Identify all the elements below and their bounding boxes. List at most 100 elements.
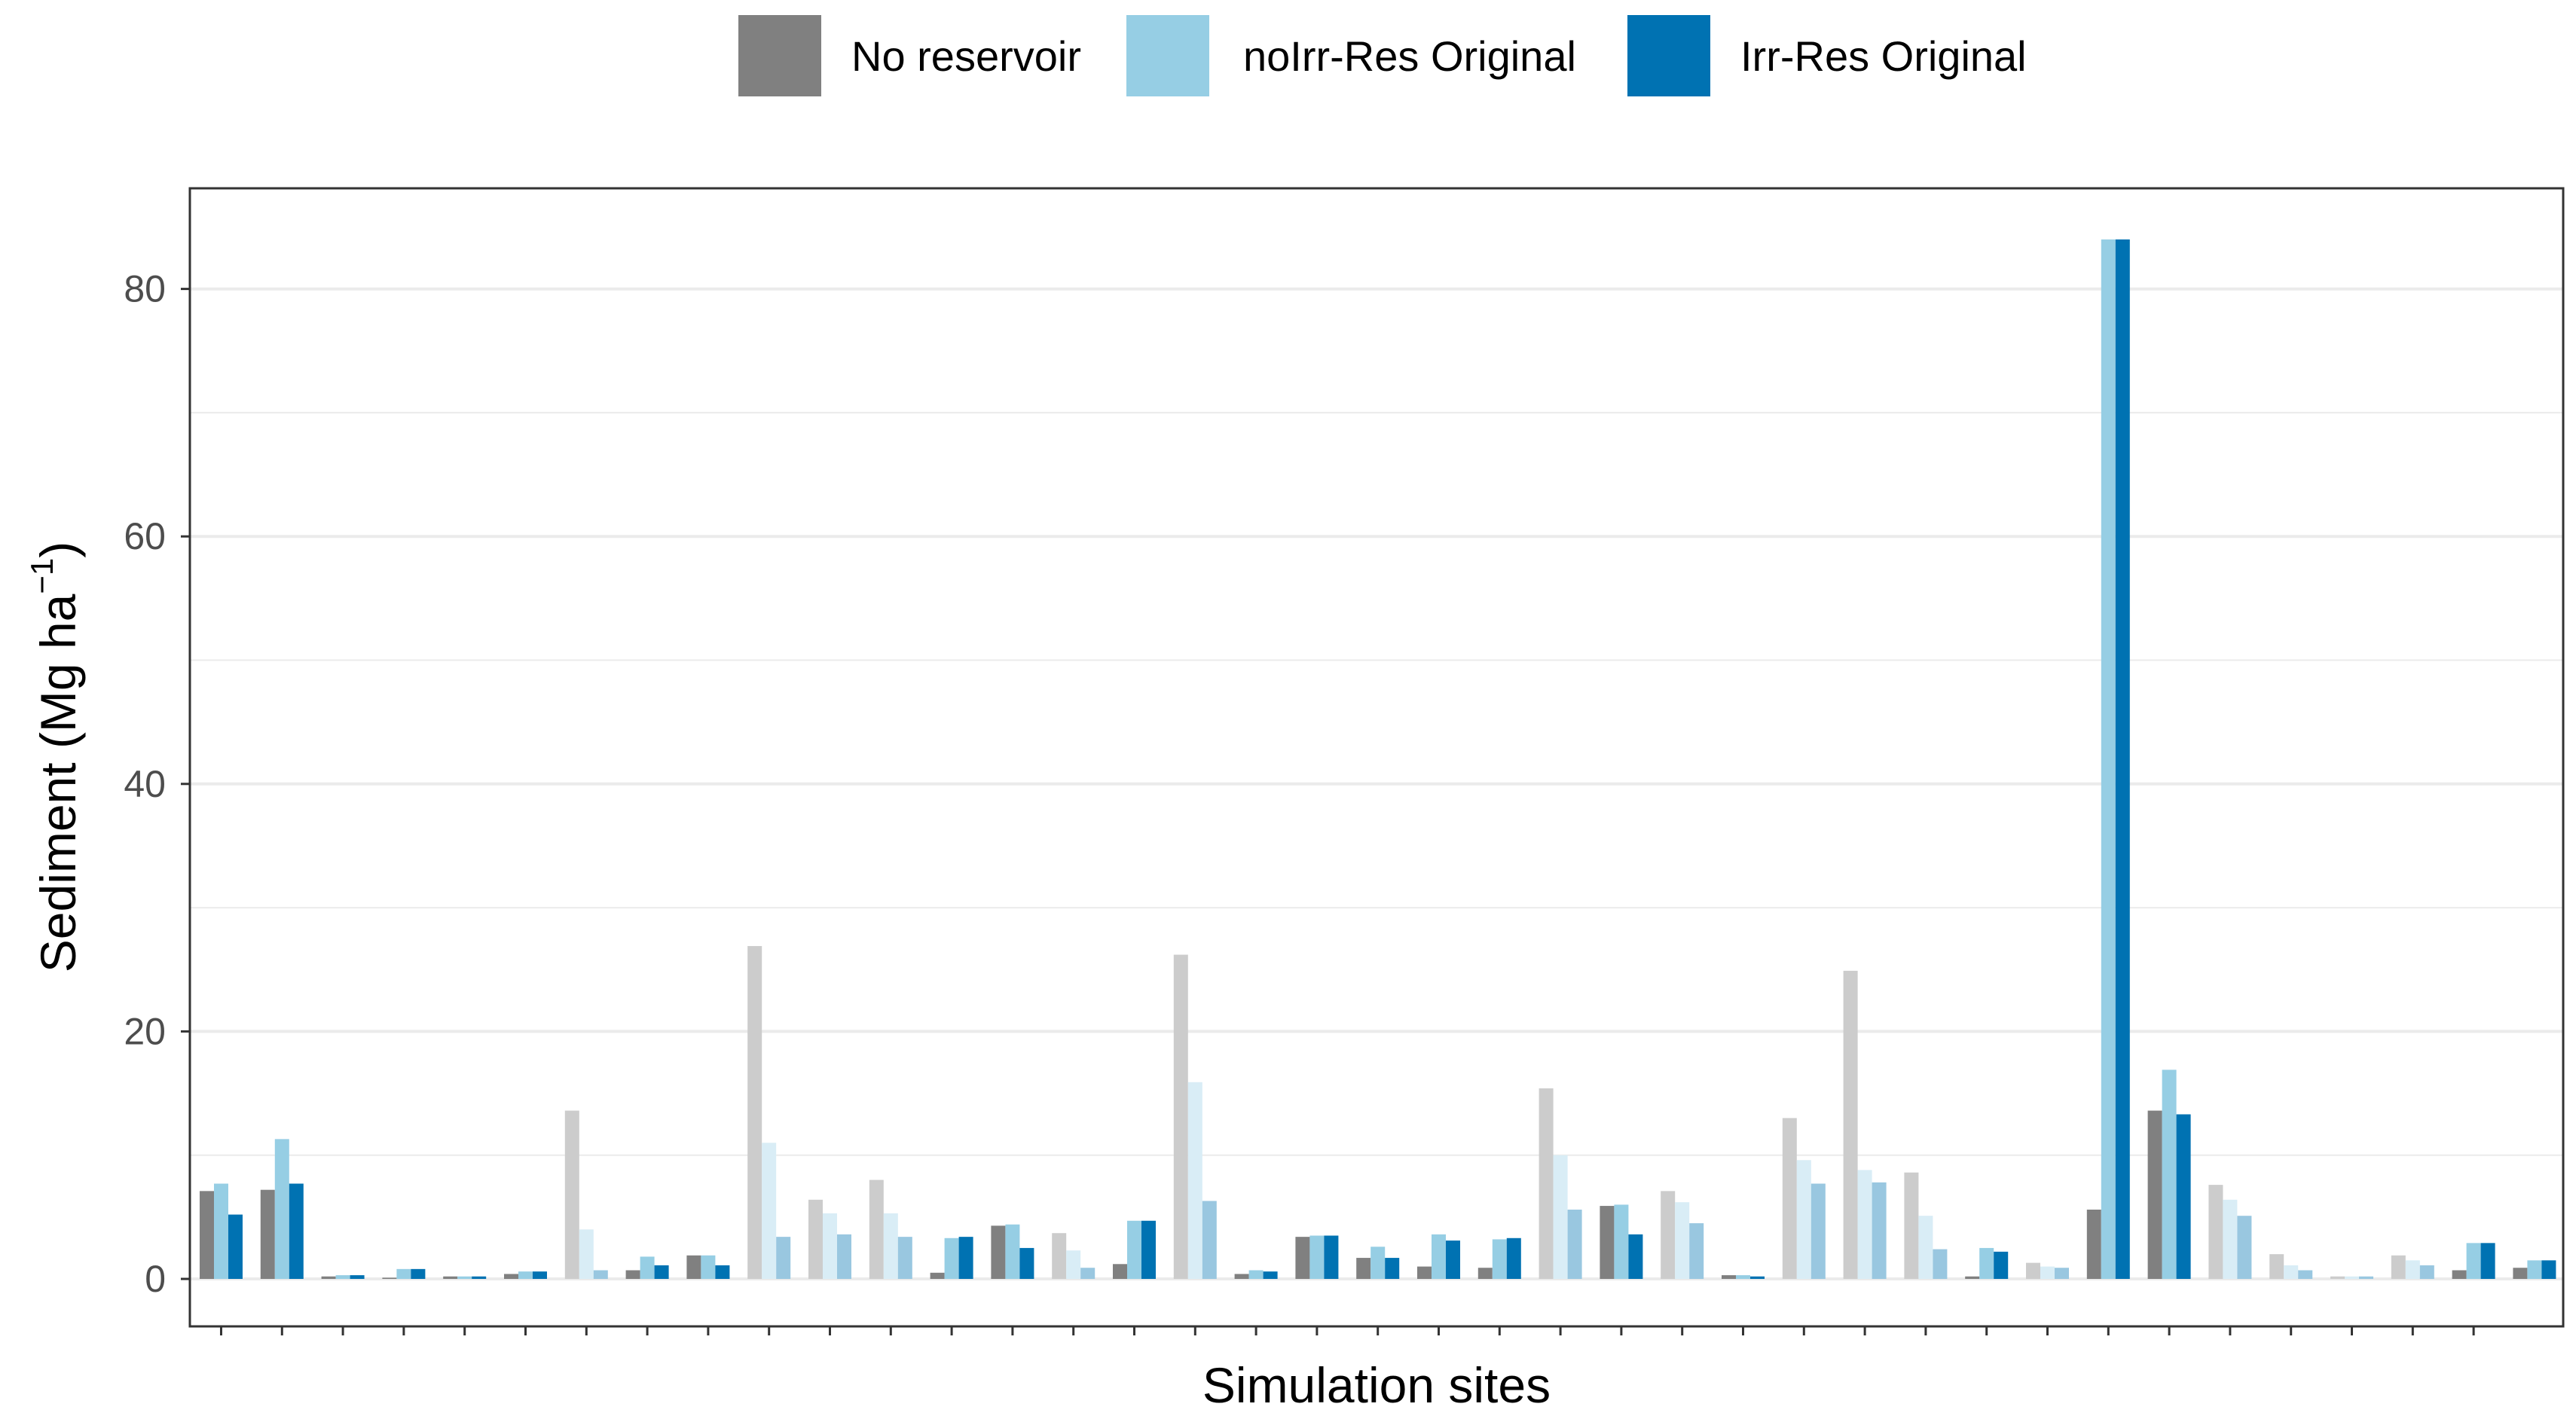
y-tick-label: 80 [124, 268, 166, 310]
bar [1385, 1258, 1400, 1279]
bar [1675, 1202, 1690, 1279]
bar [991, 1225, 1006, 1279]
bar [289, 1183, 304, 1279]
y-axis-title: Sediment (Mg ha−1) [24, 542, 86, 972]
bar [2055, 1268, 2069, 1279]
y-axis-title-main: Sediment (Mg ha [30, 594, 86, 972]
bar [350, 1275, 365, 1279]
bars-layer [200, 239, 2556, 1279]
bar [2419, 1265, 2434, 1279]
bar [533, 1271, 547, 1279]
bar [897, 1237, 912, 1279]
bar [686, 1255, 701, 1279]
bar [2452, 1270, 2467, 1279]
bar [214, 1183, 228, 1279]
bar [2330, 1276, 2345, 1279]
bar [1628, 1234, 1643, 1279]
legend-key [1126, 15, 1209, 96]
y-axis-title-superscript: −1 [24, 558, 60, 594]
y-tick-label: 0 [145, 1258, 166, 1300]
bar [335, 1275, 350, 1279]
bar [382, 1277, 397, 1279]
legend-key [738, 15, 821, 96]
bar [776, 1237, 791, 1279]
chart-legend: No reservoir noIrr-Res Original Irr-Res Or… [738, 15, 2027, 96]
bar [1811, 1183, 1826, 1279]
bar [1113, 1264, 1127, 1279]
bar [504, 1274, 518, 1279]
bar [2147, 1110, 2162, 1279]
bar [200, 1191, 214, 1279]
bar [1127, 1220, 1141, 1279]
bar [1994, 1251, 2009, 1279]
bar [883, 1213, 898, 1279]
bar [1553, 1155, 1568, 1279]
bar [579, 1229, 594, 1279]
bar [1295, 1237, 1310, 1279]
bar [228, 1214, 243, 1279]
bar [1019, 1247, 1034, 1279]
bar [1933, 1249, 1948, 1279]
bar [1689, 1223, 1704, 1279]
bar [715, 1265, 730, 1279]
bar [1843, 970, 1858, 1279]
bar [2162, 1070, 2177, 1279]
bar [472, 1276, 487, 1279]
bar [1750, 1276, 1765, 1279]
bar [1432, 1234, 1446, 1279]
y-axis-title-close: ) [30, 542, 86, 558]
bar [944, 1237, 959, 1279]
bar [1614, 1204, 1629, 1279]
bar [823, 1213, 837, 1279]
bar [640, 1256, 655, 1279]
bar [1857, 1170, 1872, 1279]
bar [1080, 1268, 1095, 1279]
bar [1324, 1235, 1339, 1279]
bar [2026, 1262, 2040, 1279]
y-tick-label: 60 [124, 515, 166, 557]
bar [869, 1179, 884, 1279]
bar [654, 1265, 669, 1279]
bar [1506, 1237, 1521, 1279]
bar [1904, 1172, 1919, 1279]
bar [1356, 1258, 1371, 1279]
bar [1979, 1247, 1994, 1279]
bar [2208, 1185, 2223, 1279]
bar [625, 1270, 640, 1279]
bar [1005, 1224, 1020, 1279]
bar [2405, 1260, 2420, 1279]
bar [518, 1271, 533, 1279]
bar [1202, 1201, 1217, 1279]
bar [564, 1110, 579, 1279]
bar [260, 1189, 275, 1279]
bar [1141, 1220, 1156, 1279]
bar [1539, 1088, 1554, 1279]
bar [321, 1276, 336, 1279]
bar [2115, 239, 2130, 1279]
bar [2223, 1199, 2238, 1279]
bar [1234, 1274, 1249, 1279]
x-axis [220, 1326, 2475, 1335]
bar [1371, 1247, 1386, 1279]
bar [2480, 1243, 2495, 1279]
bar [1263, 1271, 1278, 1279]
bar [1052, 1233, 1067, 1279]
bar [1173, 954, 1188, 1279]
bar [1722, 1275, 1736, 1279]
bar [2176, 1114, 2191, 1279]
bar [443, 1276, 458, 1279]
bar [1066, 1250, 1081, 1279]
bar [2345, 1276, 2359, 1279]
bar [396, 1268, 411, 1279]
legend-label: Irr-Res Original [1740, 32, 2027, 80]
bar [1965, 1276, 1980, 1279]
legend-label: No reservoir [851, 32, 1081, 80]
bar [1918, 1216, 1933, 1279]
y-tick-label: 20 [124, 1010, 166, 1052]
bar [2298, 1270, 2313, 1279]
bar [1309, 1235, 1325, 1279]
y-tick-label: 40 [124, 763, 166, 805]
bar [274, 1139, 289, 1279]
bar [2527, 1260, 2542, 1279]
bar [1492, 1239, 1507, 1279]
